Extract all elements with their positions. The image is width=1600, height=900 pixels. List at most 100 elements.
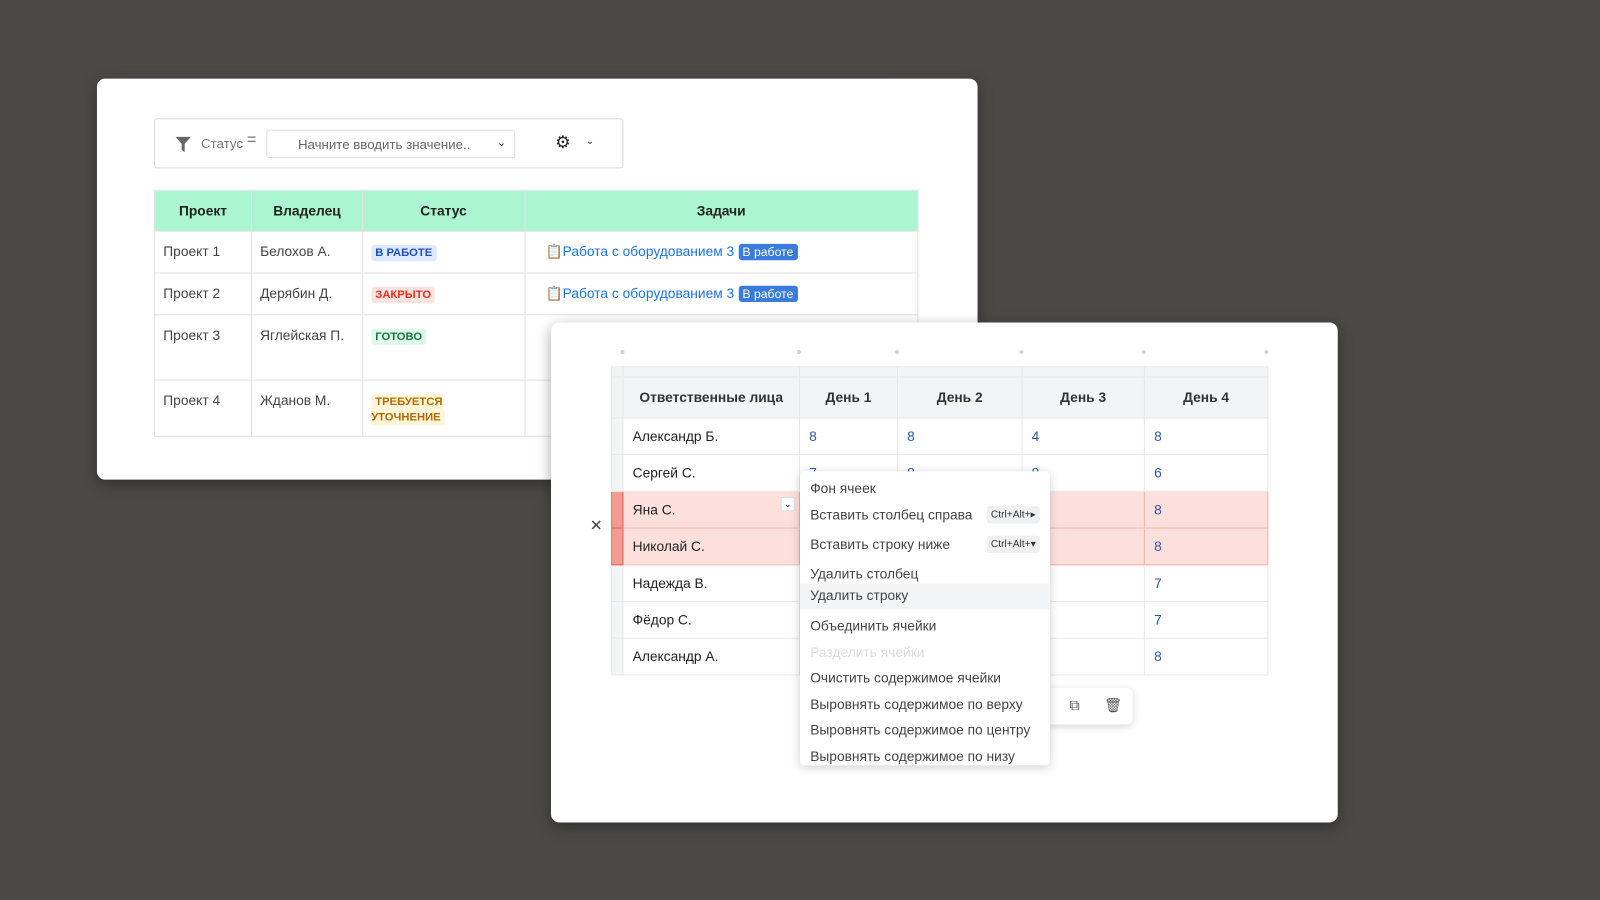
column-header[interactable]: День 4	[1143, 376, 1269, 419]
column-resize-dot[interactable]	[894, 349, 899, 355]
row-handle[interactable]	[611, 454, 624, 492]
project-cell[interactable]: Проект 3	[154, 314, 252, 381]
menu-item[interactable]: Выровнять содержимое по верху	[800, 693, 1050, 719]
column-header[interactable]: Владелец	[250, 189, 364, 232]
menu-item-label: Разделить ячейки	[810, 644, 925, 661]
column-header[interactable]: День 2	[896, 376, 1023, 419]
project-cell[interactable]: Проект 1	[154, 230, 252, 274]
column-resize-dot[interactable]	[1141, 349, 1146, 355]
hours-value: 7	[1154, 612, 1162, 628]
corner-handle[interactable]	[611, 366, 624, 378]
menu-item[interactable]: Вставить строку ниже Ctrl+Alt+▾	[800, 533, 1050, 559]
owner-cell[interactable]: Жданов М.	[250, 379, 364, 437]
column-resize-dot[interactable]	[796, 349, 802, 355]
menu-item[interactable]: Выровнять содержимое по центру	[800, 718, 1050, 744]
trash-icon[interactable]: 🗑	[1104, 696, 1123, 714]
hours-cell[interactable]: 8	[1143, 417, 1269, 456]
name-cell[interactable]: Александр А.	[622, 637, 800, 676]
hours-cell[interactable]: 6	[1143, 454, 1269, 492]
close-icon[interactable]: ✕	[589, 517, 603, 535]
row-handle[interactable]	[611, 564, 624, 603]
menu-item[interactable]: Объединить ячейки	[800, 614, 1050, 640]
column-header[interactable]: Задачи	[524, 189, 919, 232]
clipboard-check-icon: 📋	[545, 285, 563, 302]
column-header[interactable]: Проект	[154, 189, 252, 232]
name-cell[interactable]: Александр Б.	[622, 417, 800, 456]
column-header[interactable]: День 1	[798, 376, 898, 419]
task-link[interactable]: Работа с оборудованием 3	[562, 285, 735, 302]
column-handle[interactable]	[1021, 366, 1145, 378]
status-badge: ЗАКРЫТО	[371, 286, 436, 304]
column-header[interactable]: Статус	[362, 189, 526, 232]
name-cell[interactable]: Фёдор С.	[622, 601, 800, 639]
table-row: Проект 1 Белохов А. В РАБОТЕ 📋Работа с о…	[154, 230, 919, 274]
task-status-badge: В работе	[738, 285, 798, 303]
owner-cell[interactable]: Яглейская П.	[250, 314, 364, 381]
row-handle[interactable]	[611, 601, 624, 639]
hours-cell[interactable]: 8	[896, 417, 1023, 456]
gear-icon[interactable]: ⚙	[555, 132, 571, 153]
name-text: Николай С.	[632, 538, 705, 555]
filter-value-select[interactable]: Начните вводить значение.. ⌄	[266, 129, 516, 159]
name-text: Яна С.	[632, 502, 676, 518]
column-resize-dot[interactable]	[620, 349, 625, 355]
menu-item[interactable]: Удалить столбец	[800, 562, 1050, 588]
hours-value: 6	[1154, 465, 1162, 481]
hours-cell[interactable]: 7	[1143, 601, 1269, 639]
name-cell[interactable]: Яна С. ⌄	[622, 490, 800, 529]
hours-card: ✕ Ответственные лица День 1 День 2 День …	[551, 322, 1338, 823]
row-handle[interactable]	[611, 490, 624, 529]
owner-cell[interactable]: Дерябин Д.	[250, 272, 364, 316]
column-resize-dot[interactable]	[1264, 349, 1269, 355]
row-handle[interactable]	[611, 417, 624, 456]
status-cell[interactable]: ЗАКРЫТО	[362, 272, 526, 316]
filter-bar: Статус = Начните вводить значение.. ⌄ ⚙ ⌄	[154, 118, 624, 169]
task-link[interactable]: Работа с оборудованием 3	[562, 243, 735, 260]
column-header[interactable]: Ответственные лица	[622, 376, 800, 419]
project-cell[interactable]: Проект 2	[154, 272, 252, 316]
name-cell[interactable]: Сергей С.	[622, 454, 800, 492]
column-handle[interactable]	[622, 366, 800, 378]
menu-item[interactable]: Вставить столбец справа Ctrl+Alt+▸	[800, 503, 1050, 529]
column-handle[interactable]	[896, 366, 1023, 378]
chevron-down-icon: ⌄	[496, 136, 507, 149]
hours-cell[interactable]: 8	[1143, 490, 1269, 529]
menu-item[interactable]: Фон ячеек	[800, 477, 1050, 503]
filter-icon[interactable]	[175, 136, 191, 153]
menu-item-label: Вставить столбец справа	[810, 507, 973, 523]
column-handle[interactable]	[798, 366, 898, 378]
status-cell[interactable]: ГОТОВО	[362, 314, 526, 381]
cell-dropdown-icon[interactable]: ⌄	[780, 496, 795, 512]
menu-item[interactable]: Очистить содержимое ячейки	[800, 666, 1050, 692]
row-handle[interactable]	[611, 527, 624, 566]
status-cell[interactable]: ТРЕБУЕТСЯ УТОЧНЕНИЕ	[362, 379, 526, 437]
owner-cell[interactable]: Белохов А.	[250, 230, 364, 274]
project-cell[interactable]: Проект 4	[154, 379, 252, 437]
hours-value: 8	[1154, 648, 1162, 665]
status-badge: В РАБОТЕ	[371, 244, 437, 262]
menu-item-label: Выровнять содержимое по центру	[810, 722, 1031, 738]
menu-item[interactable]: Выровнять содержимое по низу	[800, 745, 1050, 771]
status-cell[interactable]: В РАБОТЕ	[362, 230, 526, 274]
row-handle[interactable]	[611, 376, 624, 419]
name-cell[interactable]: Надежда В.	[622, 564, 800, 603]
hours-cell[interactable]: 8	[1143, 527, 1269, 566]
column-header[interactable]: День 3	[1021, 376, 1145, 419]
status-badge: ГОТОВО	[371, 328, 427, 345]
name-cell[interactable]: Николай С.	[622, 527, 800, 566]
chevron-down-icon[interactable]: ⌄	[585, 135, 595, 147]
hours-cell[interactable]: 4	[1021, 417, 1145, 456]
row-handle[interactable]	[611, 637, 624, 676]
copy-icon[interactable]: ⧉	[1069, 696, 1080, 714]
hours-cell[interactable]: 8	[798, 417, 898, 456]
shortcut-hint: Ctrl+Alt+▾	[986, 535, 1040, 554]
column-resize-dot[interactable]	[1019, 349, 1024, 355]
filter-operator: =	[246, 131, 257, 149]
name-text: Сергей С.	[632, 465, 696, 481]
column-handle[interactable]	[1143, 366, 1269, 378]
hours-cell[interactable]: 7	[1143, 564, 1269, 603]
menu-item[interactable]: Удалить строку	[799, 583, 1050, 610]
hours-cell[interactable]: 8	[1143, 637, 1269, 676]
